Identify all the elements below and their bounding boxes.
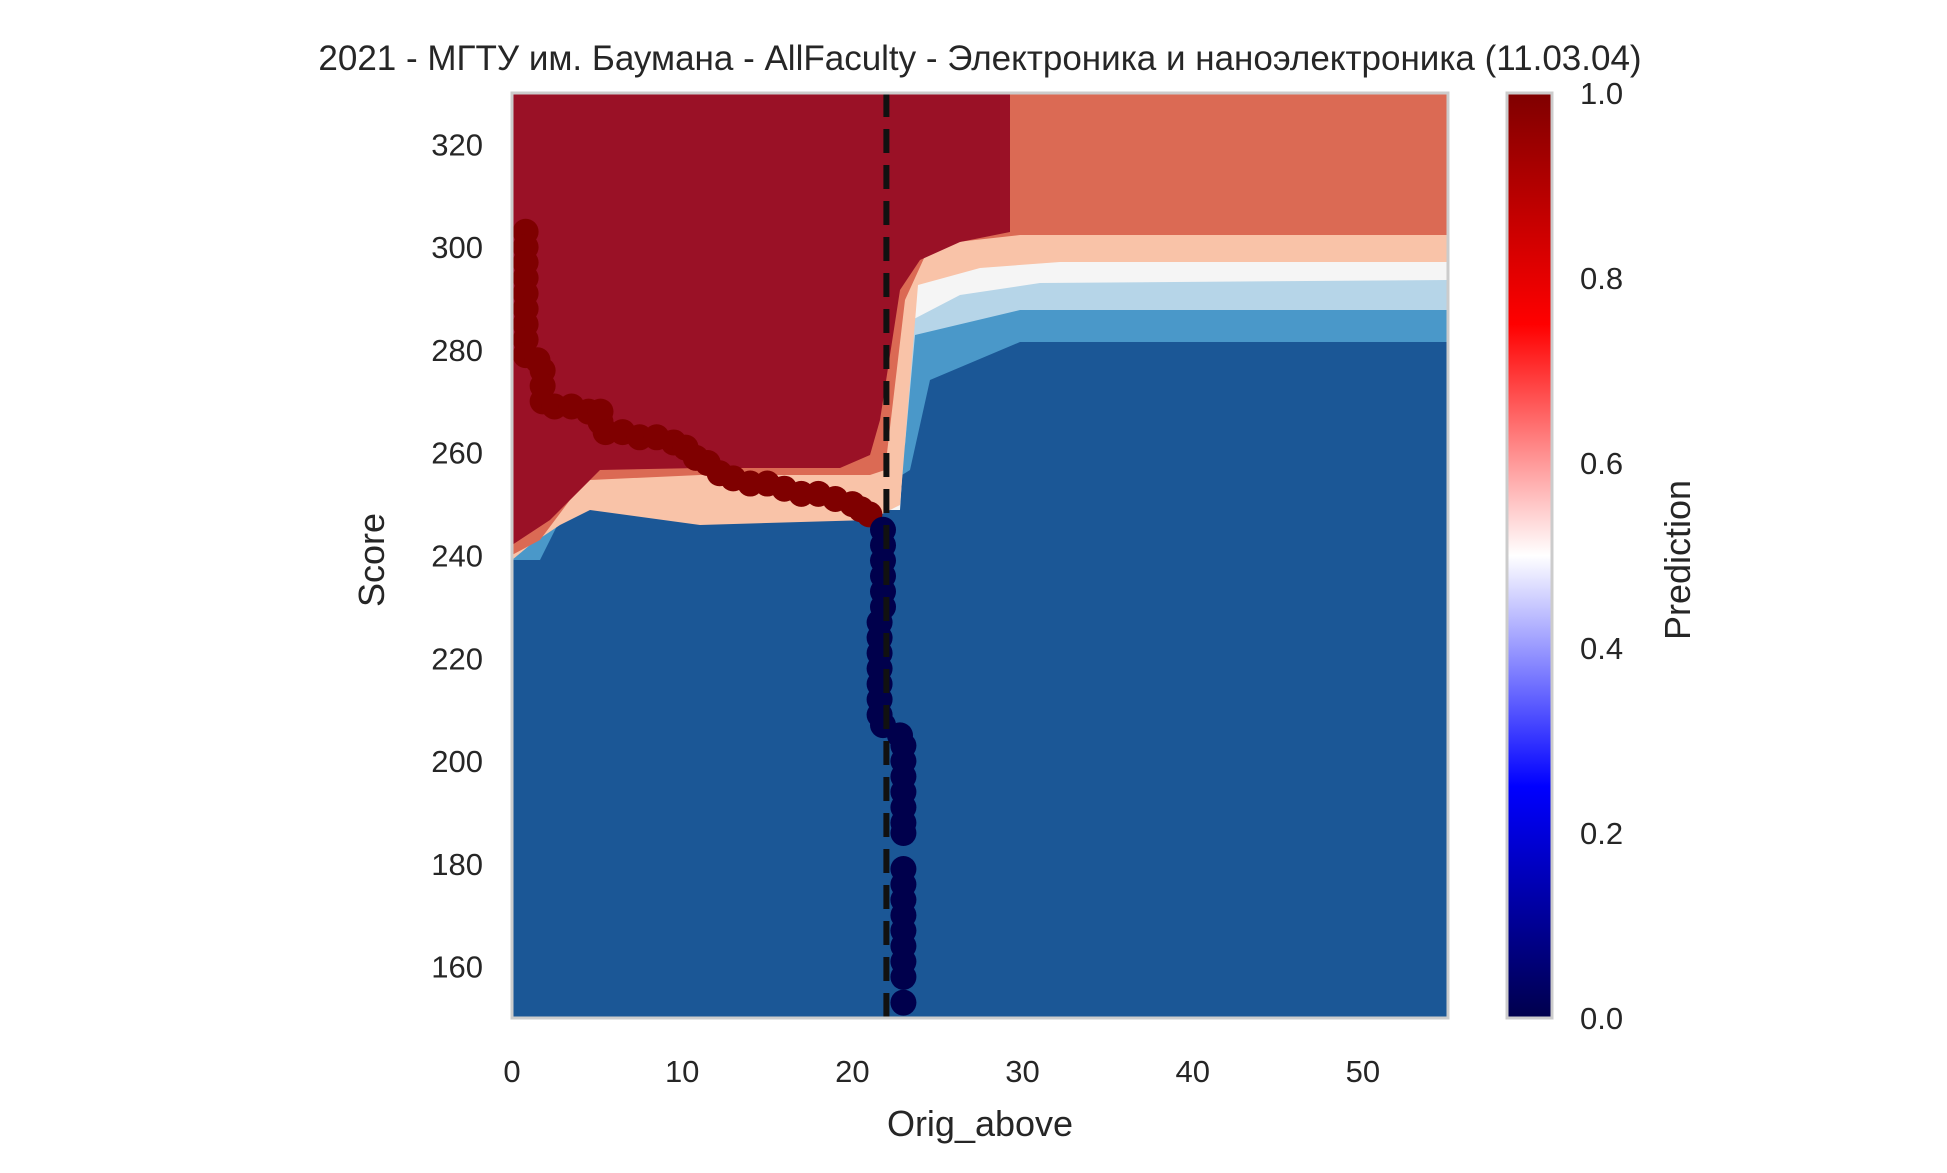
colorbar-tick-label: 0.6 [1580,446,1623,481]
colorbar-tick-label: 1.0 [1580,76,1623,111]
y-tick-label: 180 [431,847,483,882]
x-tick-label: 10 [665,1054,699,1089]
y-axis-label: Score [351,513,392,607]
colorbar-tick-label: 0.0 [1580,1001,1623,1036]
rejected-points [866,516,917,1016]
contour-plot [512,93,1448,1018]
y-axis-ticks: 160 180 200 220 240 260 280 300 320 [431,127,483,984]
x-tick-label: 40 [1175,1054,1209,1089]
colorbar-tick-label: 0.4 [1580,631,1623,666]
rejected-point [890,820,917,846]
y-tick-label: 220 [431,641,483,676]
y-tick-label: 260 [431,436,483,471]
x-axis-label: Orig_above [887,1103,1073,1144]
x-tick-label: 0 [503,1054,520,1089]
y-tick-label: 280 [431,333,483,368]
colorbar-ticks: 0.0 0.2 0.4 0.6 0.8 1.0 [1580,76,1623,1036]
x-tick-label: 20 [835,1054,869,1089]
chart-title: 2021 - МГТУ им. Баумана - AllFaculty - Э… [318,39,1641,78]
y-tick-label: 320 [431,127,483,162]
y-tick-label: 200 [431,744,483,779]
rejected-point [890,963,917,990]
colorbar-label: Prediction [1657,480,1698,640]
rejected-point [890,989,917,1016]
y-tick-label: 240 [431,539,483,574]
colorbar [1505,91,1554,1020]
y-tick-label: 160 [431,950,483,985]
x-axis-ticks: 0 10 20 30 40 50 [503,1054,1380,1089]
colorbar-tick-label: 0.8 [1580,261,1623,296]
x-tick-label: 50 [1346,1054,1380,1089]
admitted-points [512,218,883,528]
colorbar-tick-label: 0.2 [1580,816,1623,851]
y-tick-label: 300 [431,230,483,265]
x-tick-label: 30 [1005,1054,1039,1089]
plot-frame [510,91,1450,1020]
